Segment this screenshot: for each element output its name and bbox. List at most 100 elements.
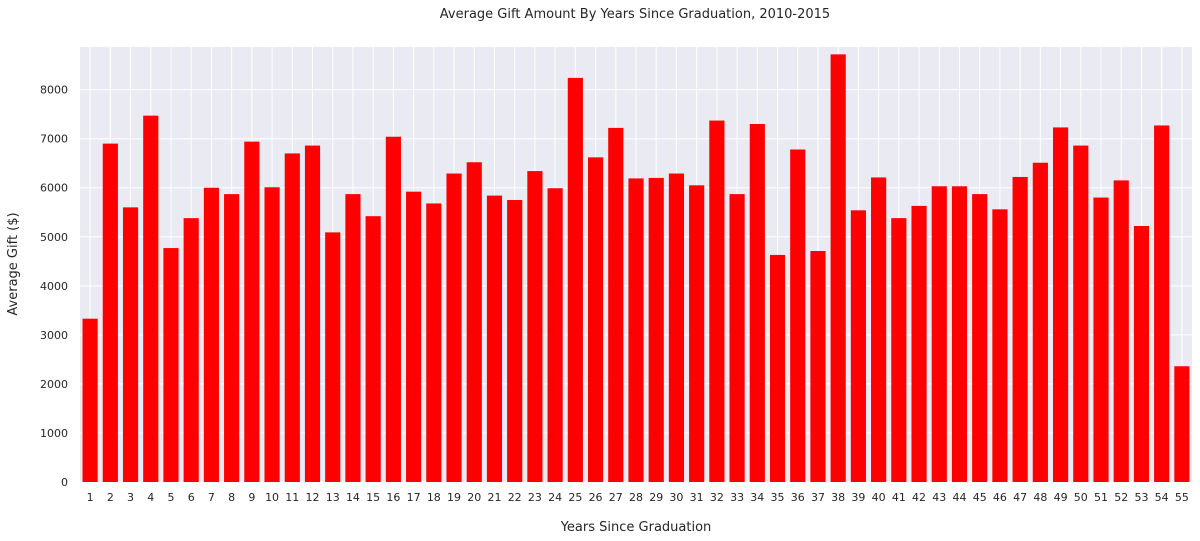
y-tick-label: 1000 bbox=[40, 427, 68, 440]
x-tick-label: 24 bbox=[548, 491, 562, 504]
x-tick-label: 52 bbox=[1114, 491, 1128, 504]
bar-48 bbox=[1032, 162, 1048, 482]
bar-30 bbox=[668, 173, 685, 482]
bar-50 bbox=[1073, 145, 1089, 482]
bar-23 bbox=[527, 171, 543, 482]
x-tick-label: 41 bbox=[892, 491, 906, 504]
y-axis-label: Average Gift ($) bbox=[6, 212, 21, 315]
x-tick-label: 48 bbox=[1033, 491, 1047, 504]
x-tick-label: 25 bbox=[568, 491, 582, 504]
bar-7 bbox=[203, 187, 219, 482]
bar-35 bbox=[769, 254, 786, 482]
bar-18 bbox=[426, 203, 442, 483]
x-tick-label: 55 bbox=[1175, 491, 1189, 504]
bar-3 bbox=[122, 207, 139, 483]
x-tick-label: 4 bbox=[147, 491, 154, 504]
x-tick-label: 44 bbox=[952, 491, 966, 504]
bar-1 bbox=[82, 318, 98, 482]
x-tick-label: 45 bbox=[973, 491, 987, 504]
bar-36 bbox=[790, 149, 806, 482]
x-tick-label: 35 bbox=[771, 491, 785, 504]
bar-22 bbox=[507, 200, 523, 483]
x-tick-label: 36 bbox=[791, 491, 805, 504]
y-tick-label: 5000 bbox=[40, 231, 68, 244]
x-tick-label: 22 bbox=[508, 491, 522, 504]
x-axis-label: Years Since Graduation bbox=[560, 520, 712, 535]
bar-2 bbox=[102, 143, 118, 482]
bar-11 bbox=[284, 153, 300, 482]
bar-47 bbox=[1012, 176, 1028, 482]
bar-20 bbox=[466, 162, 482, 482]
x-tick-label: 32 bbox=[710, 491, 724, 504]
x-tick-label: 27 bbox=[609, 491, 623, 504]
bar-19 bbox=[446, 173, 462, 482]
x-tick-label: 31 bbox=[690, 491, 704, 504]
bar-44 bbox=[951, 186, 968, 482]
x-tick-label: 2 bbox=[107, 491, 114, 504]
bar-40 bbox=[871, 177, 887, 482]
x-tick-label: 18 bbox=[427, 491, 441, 504]
bar-53 bbox=[1133, 226, 1150, 482]
y-axis-ticks: 0 1000 2000 3000 4000 5000 6000 7000 8000 bbox=[40, 84, 68, 489]
x-tick-label: 3 bbox=[127, 491, 134, 504]
bar-43 bbox=[931, 186, 947, 482]
x-tick-label: 12 bbox=[306, 491, 320, 504]
bars bbox=[82, 54, 1190, 483]
x-tick-label: 37 bbox=[811, 491, 825, 504]
x-tick-label: 26 bbox=[589, 491, 603, 504]
bar-16 bbox=[385, 136, 401, 482]
bar-13 bbox=[325, 232, 341, 482]
x-tick-label: 47 bbox=[1013, 491, 1027, 504]
bar-28 bbox=[628, 178, 644, 482]
bar-52 bbox=[1113, 180, 1129, 482]
y-tick-label: 6000 bbox=[40, 182, 68, 195]
bar-38 bbox=[830, 54, 846, 482]
bar-37 bbox=[810, 251, 826, 482]
x-tick-label: 16 bbox=[386, 491, 400, 504]
bar-15 bbox=[365, 216, 381, 482]
x-tick-label: 21 bbox=[487, 491, 501, 504]
x-tick-label: 20 bbox=[467, 491, 481, 504]
x-tick-label: 51 bbox=[1094, 491, 1108, 504]
y-tick-label: 3000 bbox=[40, 329, 68, 342]
y-tick-label: 4000 bbox=[40, 280, 68, 293]
bar-51 bbox=[1093, 197, 1109, 483]
x-tick-label: 40 bbox=[872, 491, 886, 504]
x-tick-label: 5 bbox=[167, 491, 174, 504]
x-tick-label: 19 bbox=[447, 491, 461, 504]
bar-6 bbox=[183, 218, 199, 482]
y-tick-label: 0 bbox=[61, 476, 68, 489]
x-tick-label: 1 bbox=[87, 491, 94, 504]
x-tick-label: 39 bbox=[851, 491, 865, 504]
bar-31 bbox=[689, 185, 705, 482]
bar-55 bbox=[1174, 366, 1190, 482]
x-tick-label: 10 bbox=[265, 491, 279, 504]
bar-42 bbox=[911, 205, 927, 483]
x-axis-ticks: 1 2 3 4 5 6 7 8 9 10 11 12 13 14 15 16 17 18 19 20 21 22 23 24 2… bbox=[87, 491, 1189, 504]
x-tick-label: 14 bbox=[346, 491, 360, 504]
x-tick-label: 43 bbox=[932, 491, 946, 504]
bar-14 bbox=[345, 194, 361, 483]
bar-25 bbox=[567, 77, 583, 483]
x-tick-label: 46 bbox=[993, 491, 1007, 504]
x-tick-label: 11 bbox=[285, 491, 299, 504]
bar-33 bbox=[729, 194, 745, 483]
x-tick-label: 7 bbox=[208, 491, 215, 504]
bar-41 bbox=[891, 218, 907, 482]
bar-27 bbox=[608, 127, 624, 483]
bar-34 bbox=[749, 123, 765, 483]
bar-4 bbox=[143, 115, 159, 483]
bar-45 bbox=[972, 194, 988, 483]
x-tick-label: 15 bbox=[366, 491, 380, 504]
bar-39 bbox=[850, 210, 866, 482]
bar-24 bbox=[547, 188, 563, 482]
x-tick-label: 29 bbox=[649, 491, 663, 504]
x-tick-label: 42 bbox=[912, 491, 926, 504]
x-tick-label: 23 bbox=[528, 491, 542, 504]
x-tick-label: 8 bbox=[228, 491, 235, 504]
x-tick-label: 34 bbox=[750, 491, 764, 504]
x-tick-label: 9 bbox=[248, 491, 255, 504]
x-tick-label: 17 bbox=[407, 491, 421, 504]
x-tick-label: 38 bbox=[831, 491, 845, 504]
